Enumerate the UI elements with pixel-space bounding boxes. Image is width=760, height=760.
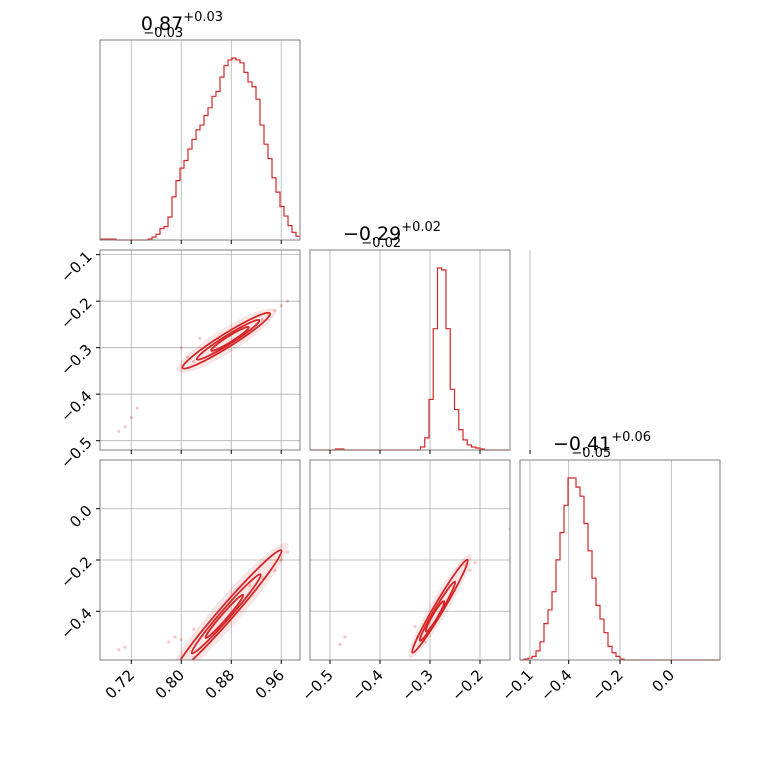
title-plus: +0.02 [401,220,441,235]
y-tick-label: −0.4 [57,604,95,642]
x-tick-label: −0.2 [448,666,486,704]
scatter-point [192,360,196,364]
title-minus: −0.05 [571,446,611,461]
density-cloud [408,553,472,659]
contour-0 [181,311,272,370]
x-tick-label: −0.5 [298,666,336,704]
x-tick-label: −0.2 [588,666,626,704]
scatter-point [123,425,127,429]
scatter-point [273,308,277,313]
scatter-point [260,318,265,322]
panel-background [100,40,300,240]
pair-panel-0-1 [96,249,301,454]
plot-area [117,542,290,660]
title-median: 0.87 [141,13,183,35]
contour-2 [210,325,250,352]
panel-frame [99,249,301,451]
x-tick-label: −0.4 [348,666,386,704]
y-tick-label: 0.0 [66,502,96,532]
contour-0 [411,558,469,654]
title-plus: +0.06 [611,430,651,445]
scatter-point [129,415,133,420]
scatter-point [343,635,347,639]
title-plus: +0.03 [183,10,223,25]
y-tick-label: −0.1 [57,248,95,286]
title-median: −0.41 [553,433,611,455]
x-tick-label: 0.80 [152,666,188,702]
title-median: −0.29 [343,223,401,245]
scatter-point [279,558,283,562]
x-tick-label: −0.4 [537,666,575,704]
x-tick-label: 0.88 [202,666,238,702]
scatter-point [192,627,196,631]
scatter-point [167,640,171,644]
x-tick-label: −0.1 [498,666,536,704]
y-tick-label: −0.5 [57,434,95,472]
scatter-point [413,625,417,629]
scatter-point [513,523,516,526]
diag-panel-2: −0.41+0.06 −0.05 [519,430,721,664]
diag-panel-1: −0.29+0.02 −0.02 [309,220,531,454]
pair-panel-0-2 [96,459,301,664]
y-tick-label: −0.4 [57,387,95,425]
y-tick-label: −0.3 [57,341,95,379]
density-cloud [167,542,289,660]
scatter-point [338,643,342,647]
panel-title-1: −0.29+0.02 −0.02 [343,220,441,251]
plot-area [338,523,516,659]
scatter-point [117,429,121,433]
panel-title-2: −0.41+0.06 −0.05 [553,430,651,461]
scatter-point [285,299,290,303]
scatter-point [279,304,283,308]
diag-panel-0: 0.87+0.03 −0.03 [99,10,301,244]
x-tick-label: −0.3 [398,666,436,704]
plot-area [117,299,290,433]
density-cloud [176,308,276,373]
scatter-point [117,648,121,652]
title-minus: −0.03 [143,26,183,41]
scatter-point [198,336,202,340]
histogram-0 [100,57,300,241]
panel-frame [309,459,511,661]
x-tick-label: 0.72 [102,666,138,702]
pair-panel-1-2 [309,459,531,664]
scatter-point [185,355,190,359]
scatter-point [468,568,472,572]
scatter-point [273,568,277,572]
x-tick-label: 0.0 [649,666,679,696]
scatter-point [473,560,477,565]
y-tick-label: −0.2 [57,294,95,332]
panel-title-0: 0.87+0.03 −0.03 [141,10,223,41]
title-minus: −0.02 [361,236,401,251]
scatter-point [135,406,140,410]
contour-2 [204,593,245,639]
scatter-point [179,346,183,350]
panel-frame [309,249,511,451]
x-tick-label: 0.96 [252,666,288,702]
contour-1 [195,318,261,361]
scatter-point [248,584,252,588]
contour-1 [190,573,262,655]
scatter-point [285,550,290,554]
y-tick-label: −0.2 [57,553,95,591]
scatter-point [173,635,177,639]
scatter-point [179,637,183,642]
scatter-point [123,645,127,649]
panel-frame [99,39,301,241]
panel-background [310,250,510,450]
contour-0 [173,549,283,660]
contour-2 [424,600,446,633]
